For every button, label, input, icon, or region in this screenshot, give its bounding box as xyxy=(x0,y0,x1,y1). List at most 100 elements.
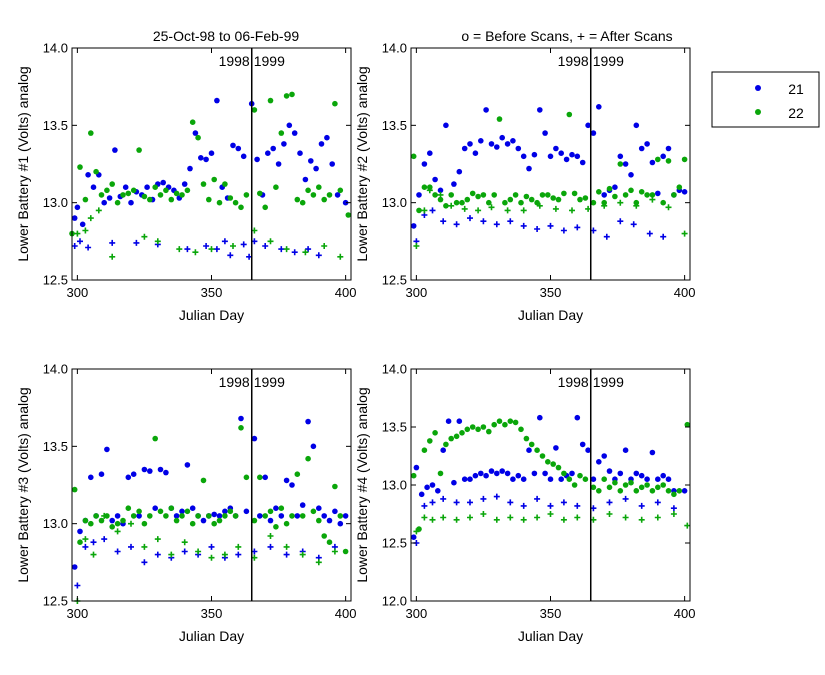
data-point-after-21 xyxy=(534,226,541,232)
x-tick-label: 350 xyxy=(201,606,223,621)
data-point-before-22 xyxy=(136,508,142,515)
data-point-before-22 xyxy=(163,513,169,519)
data-point-before-21 xyxy=(130,471,137,478)
data-point-before-22 xyxy=(184,187,191,194)
x-tick-label: 300 xyxy=(67,285,89,300)
data-point-before-21 xyxy=(574,153,581,160)
data-point-before-21 xyxy=(601,453,607,459)
data-point-before-21 xyxy=(547,476,554,483)
data-point-before-22 xyxy=(222,181,228,187)
data-point-before-21 xyxy=(520,153,527,160)
data-point-before-22 xyxy=(590,484,597,491)
data-point-before-21 xyxy=(440,447,447,454)
data-point-after-22 xyxy=(421,207,428,214)
data-point-after-22 xyxy=(141,543,148,550)
data-point-before-22 xyxy=(283,93,290,99)
data-point-after-21 xyxy=(154,551,161,558)
data-point-after-22 xyxy=(504,207,511,214)
data-point-before-21 xyxy=(421,161,428,167)
data-point-before-22 xyxy=(617,488,624,494)
data-point-before-21 xyxy=(141,466,148,473)
data-point-before-21 xyxy=(74,204,81,211)
data-point-after-22 xyxy=(574,514,581,521)
data-point-before-22 xyxy=(486,428,492,435)
data-point-before-22 xyxy=(464,196,471,203)
data-point-before-22 xyxy=(448,435,455,442)
data-point-after-22 xyxy=(82,536,89,543)
y-tick-label: 12.5 xyxy=(43,594,68,609)
data-point-before-22 xyxy=(590,199,597,206)
data-point-after-22 xyxy=(461,205,468,212)
data-point-after-21 xyxy=(141,559,148,566)
data-point-before-21 xyxy=(230,142,236,149)
data-point-after-22 xyxy=(670,511,677,517)
data-point-before-22 xyxy=(628,187,634,194)
data-point-before-21 xyxy=(596,104,602,110)
data-point-before-22 xyxy=(257,190,263,197)
panel-2: 1998 1999 300 350 400 12.5 13.0 13.5 14.0 Julian … xyxy=(354,41,695,324)
data-point-before-22 xyxy=(491,421,498,428)
data-point-before-22 xyxy=(227,508,234,515)
data-point-after-21 xyxy=(493,493,500,500)
data-point-before-22 xyxy=(671,491,677,498)
data-point-after-21 xyxy=(283,551,290,558)
data-point-before-21 xyxy=(617,470,624,477)
legend-marker-21 xyxy=(755,85,761,91)
data-point-before-21 xyxy=(88,474,94,481)
data-point-after-21 xyxy=(493,221,500,228)
data-point-before-22 xyxy=(82,196,89,203)
data-point-before-21 xyxy=(90,184,97,190)
data-point-before-22 xyxy=(251,107,258,113)
x-axis-label: Julian Day xyxy=(518,307,583,323)
data-point-before-22 xyxy=(179,192,185,198)
data-point-before-22 xyxy=(518,426,524,433)
data-point-before-21 xyxy=(413,464,420,471)
data-point-before-21 xyxy=(305,418,311,425)
data-point-after-22 xyxy=(617,199,624,206)
data-point-after-22 xyxy=(560,516,567,523)
data-point-before-22 xyxy=(168,505,175,512)
data-point-after-21 xyxy=(71,243,78,249)
data-point-before-21 xyxy=(254,156,260,163)
data-point-before-21 xyxy=(286,122,293,129)
data-point-before-22 xyxy=(273,184,279,190)
data-point-after-22 xyxy=(622,514,629,521)
data-point-after-22 xyxy=(299,551,306,558)
data-point-before-22 xyxy=(507,196,514,203)
data-point-before-21 xyxy=(483,107,489,113)
data-point-after-21 xyxy=(670,505,677,512)
data-point-before-22 xyxy=(278,505,285,512)
data-point-before-22 xyxy=(88,520,94,527)
data-point-before-22 xyxy=(502,199,508,206)
data-point-before-22 xyxy=(289,91,295,98)
data-point-before-21 xyxy=(291,130,298,136)
data-point-before-22 xyxy=(410,153,417,160)
data-point-before-21 xyxy=(478,138,484,144)
year-label-left: 1998 xyxy=(219,53,250,69)
data-point-before-21 xyxy=(313,165,319,172)
data-point-before-22 xyxy=(77,539,83,545)
data-point-before-21 xyxy=(655,190,661,197)
data-point-after-22 xyxy=(520,207,527,214)
y-tick-label: 13.5 xyxy=(382,420,407,435)
data-point-before-22 xyxy=(262,204,269,211)
data-point-before-21 xyxy=(638,145,645,152)
data-point-before-21 xyxy=(410,534,417,540)
y-tick-label: 14.0 xyxy=(43,41,68,56)
data-point-before-22 xyxy=(82,517,89,524)
data-point-before-22 xyxy=(443,441,449,448)
data-point-before-22 xyxy=(601,476,607,483)
data-point-after-21 xyxy=(208,543,215,550)
data-point-before-21 xyxy=(214,97,220,104)
data-point-before-22 xyxy=(606,185,613,192)
data-point-before-22 xyxy=(332,100,338,107)
data-point-before-21 xyxy=(216,513,223,519)
data-point-before-21 xyxy=(136,513,142,519)
data-point-before-22 xyxy=(326,539,333,545)
data-point-before-22 xyxy=(173,517,180,524)
data-point-before-21 xyxy=(488,141,495,147)
data-point-after-22 xyxy=(440,514,447,521)
x-axis-label: Julian Day xyxy=(518,628,583,644)
data-point-after-22 xyxy=(337,253,344,260)
legend-label-22: 22 xyxy=(788,105,804,121)
